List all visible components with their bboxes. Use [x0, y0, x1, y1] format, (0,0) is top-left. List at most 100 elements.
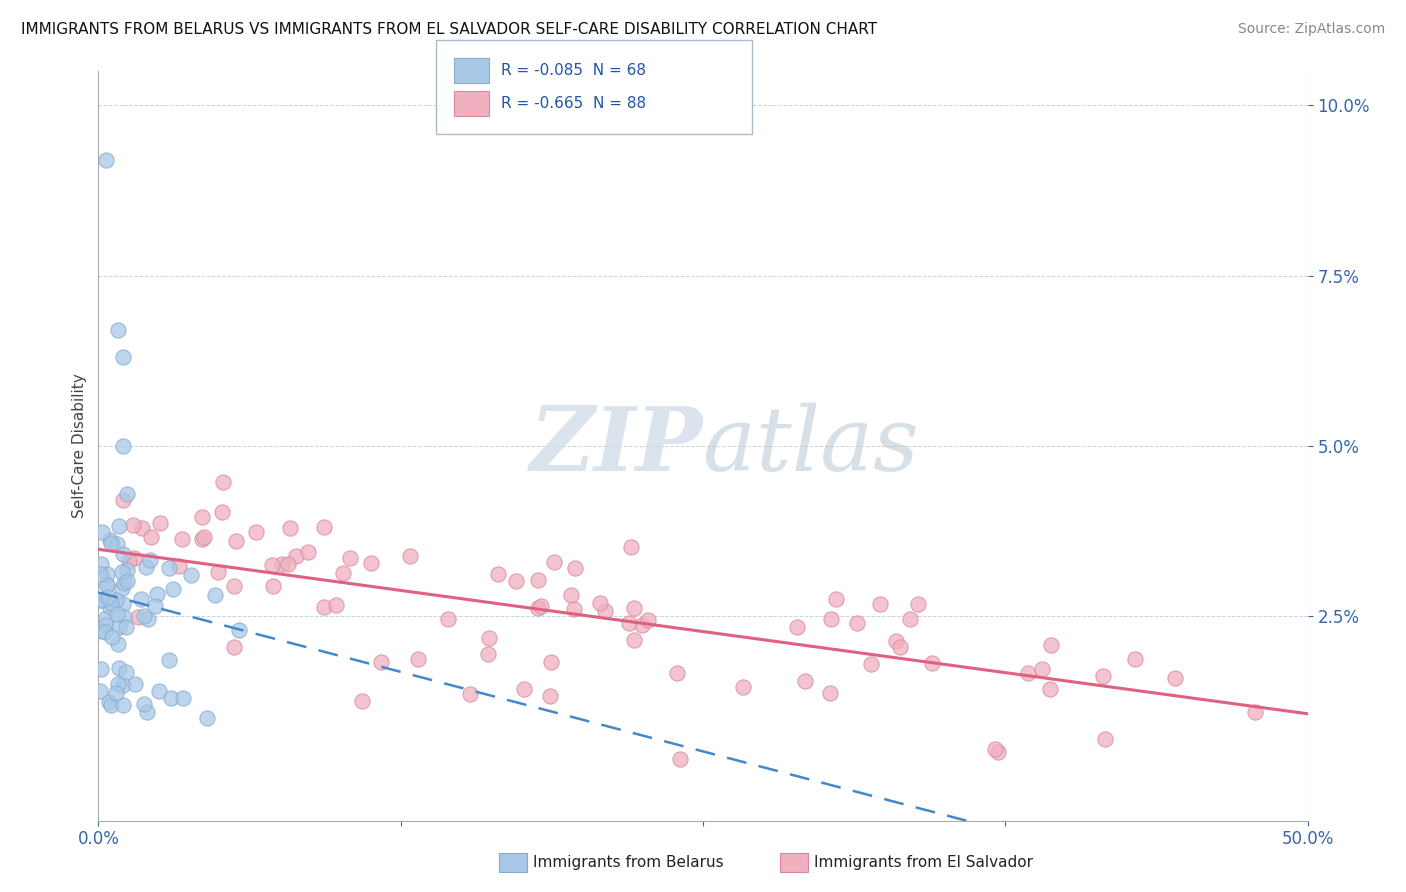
Point — [90, 593, 112, 607]
Point — [262, 578, 284, 592]
Point — [211, 505, 233, 519]
Point — [1040, 638, 1063, 652]
Point — [97, 695, 120, 709]
Point — [399, 549, 422, 563]
Point — [111, 597, 134, 611]
Point — [135, 705, 157, 719]
Point — [149, 516, 172, 530]
Point — [117, 563, 139, 577]
Point — [132, 697, 155, 711]
Point — [820, 686, 842, 700]
Point — [157, 561, 180, 575]
Point — [111, 351, 134, 365]
Point — [637, 613, 659, 627]
Point — [860, 657, 883, 672]
Point — [108, 518, 131, 533]
Point — [332, 566, 354, 580]
Point — [623, 632, 645, 647]
Y-axis label: Self-Care Disability: Self-Care Disability — [72, 374, 87, 518]
Point — [127, 609, 149, 624]
Point — [733, 680, 755, 694]
Point — [204, 588, 226, 602]
Point — [139, 553, 162, 567]
Text: ZIP: ZIP — [530, 403, 703, 489]
Point — [262, 558, 284, 573]
Point — [825, 591, 848, 606]
Point — [105, 607, 128, 622]
Point — [224, 579, 246, 593]
Point — [110, 581, 132, 595]
Text: Source: ZipAtlas.com: Source: ZipAtlas.com — [1237, 22, 1385, 37]
Point — [96, 567, 118, 582]
Point — [486, 567, 509, 582]
Point — [1094, 731, 1116, 746]
Point — [668, 752, 690, 766]
Text: R = -0.665  N = 88: R = -0.665 N = 88 — [501, 96, 645, 111]
Point — [135, 560, 157, 574]
Point — [107, 619, 129, 633]
Point — [589, 596, 612, 610]
Point — [100, 536, 122, 550]
Point — [593, 604, 616, 618]
Point — [96, 577, 118, 591]
Text: atlas: atlas — [703, 402, 918, 490]
Point — [794, 674, 817, 689]
Point — [170, 532, 193, 546]
Point — [312, 520, 335, 534]
Point — [564, 560, 586, 574]
Point — [352, 694, 374, 708]
Text: R = -0.085  N = 68: R = -0.085 N = 68 — [501, 63, 645, 78]
Point — [339, 550, 361, 565]
Point — [143, 599, 166, 614]
Point — [91, 624, 114, 638]
Point — [869, 597, 891, 611]
Point — [1018, 666, 1040, 681]
Point — [90, 557, 112, 571]
Point — [98, 599, 121, 614]
Point — [987, 745, 1010, 759]
Point — [1244, 705, 1267, 719]
Point — [505, 574, 527, 588]
Point — [284, 549, 307, 563]
Point — [98, 533, 121, 547]
Point — [195, 711, 218, 725]
Point — [314, 599, 336, 614]
Point — [180, 568, 202, 582]
Point — [100, 698, 122, 712]
Point — [117, 554, 139, 568]
Point — [786, 620, 808, 634]
Point — [270, 557, 292, 571]
Point — [530, 599, 553, 613]
Point — [1092, 669, 1115, 683]
Point — [458, 687, 481, 701]
Point — [360, 556, 382, 570]
Point — [297, 545, 319, 559]
Point — [107, 637, 129, 651]
Point — [90, 524, 112, 539]
Point — [278, 521, 301, 535]
Point — [527, 601, 550, 615]
Point — [96, 578, 118, 592]
Point — [148, 684, 170, 698]
Point — [436, 612, 458, 626]
Point — [560, 588, 582, 602]
Point — [1039, 682, 1062, 697]
Point — [112, 677, 135, 691]
Point — [90, 661, 112, 675]
Point — [884, 634, 907, 648]
Point — [114, 665, 136, 679]
Point — [107, 677, 129, 691]
Point — [89, 567, 111, 582]
Point — [1163, 671, 1185, 685]
Point — [846, 615, 869, 630]
Point — [105, 536, 128, 550]
Point — [477, 647, 499, 661]
Point — [157, 652, 180, 666]
Point — [513, 681, 536, 696]
Point — [121, 517, 143, 532]
Point — [193, 530, 215, 544]
Point — [124, 677, 146, 691]
Point — [90, 593, 112, 607]
Text: Immigrants from Belarus: Immigrants from Belarus — [533, 855, 724, 870]
Point — [921, 656, 943, 670]
